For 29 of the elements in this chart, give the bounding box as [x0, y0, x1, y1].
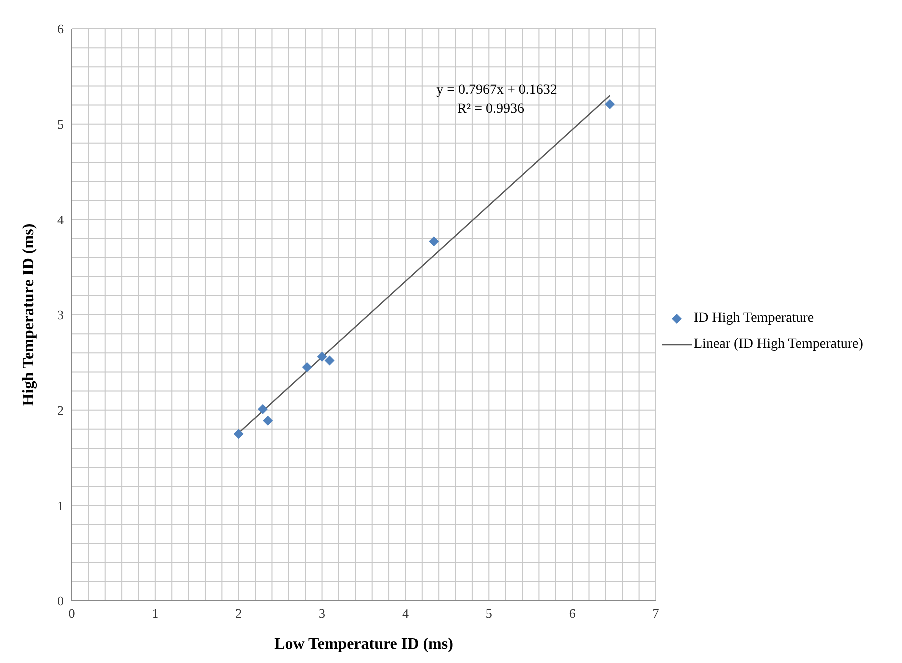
x-tick-label: 3: [319, 606, 326, 622]
y-tick-label: 5: [58, 116, 64, 132]
x-tick-label: 2: [236, 606, 242, 622]
x-tick-label: 5: [486, 606, 492, 622]
point: [258, 404, 268, 414]
legend-label: Linear (ID High Temperature): [694, 336, 864, 352]
annotation: R² = 0.9936: [456, 102, 526, 118]
y-tick-label: 4: [58, 212, 64, 228]
point: [263, 416, 274, 426]
point: [429, 236, 440, 247]
legend-label: ID High Temperature: [694, 310, 814, 326]
x-tick-label: 6: [569, 606, 576, 622]
x-axis-title: Low Temperature ID (ms): [274, 636, 454, 653]
x-tick-label: 0: [68, 606, 76, 622]
y-tick-label: 0: [58, 594, 64, 609]
x-tick-label: 7: [652, 606, 660, 622]
y-tick-label: 6: [58, 22, 64, 37]
point: [234, 429, 244, 440]
annotation: y = 0.7967x + 0.1632: [436, 83, 558, 99]
point: [302, 362, 312, 372]
y-tick-label: 2: [58, 402, 64, 418]
point: [605, 99, 616, 110]
y-axis-title: High Temperature ID (ms): [20, 224, 38, 406]
y-tick-label: 1: [58, 498, 64, 514]
y-tick-label: 3: [58, 308, 64, 323]
x-tick-label: 1: [152, 606, 159, 622]
point: [324, 356, 335, 366]
x-tick-label: 4: [402, 606, 410, 622]
point: [317, 352, 328, 362]
